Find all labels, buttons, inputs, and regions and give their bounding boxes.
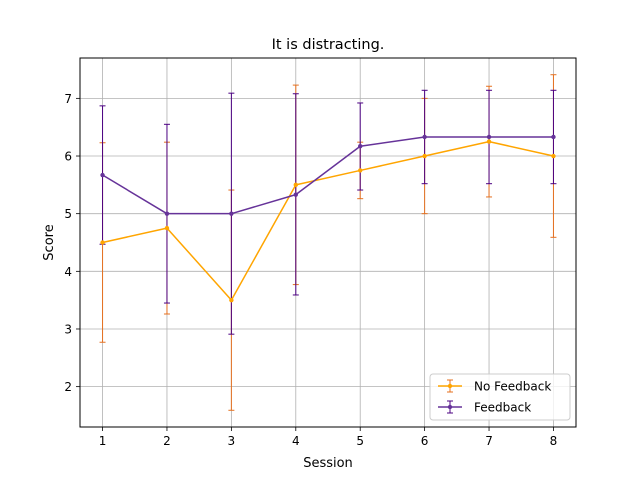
- plot-frame: [79, 57, 577, 428]
- x-tick-label: 8: [550, 434, 558, 448]
- x-tick-label: 3: [228, 434, 236, 448]
- no-feedback-data-point: [100, 240, 105, 245]
- feedback-data-point: [486, 134, 492, 140]
- no-feedback-data-point: [164, 225, 170, 231]
- no-feedback-series-line: [102, 140, 554, 301]
- x-axis-label: Session: [303, 456, 353, 471]
- series-lines: [100, 134, 556, 303]
- y-tick-label: 7: [64, 92, 72, 106]
- y-tick-label: 5: [64, 207, 72, 221]
- feedback-data-point: [164, 211, 170, 216]
- x-tick-label: 4: [292, 434, 300, 448]
- x-tick-label: 6: [421, 434, 429, 448]
- legend-label-feedback: Feedback: [474, 401, 531, 415]
- y-tick-label: 6: [64, 150, 72, 164]
- chart-title: It is distracting.: [272, 37, 385, 53]
- x-tick-label: 7: [485, 434, 493, 448]
- x-tick-label: 1: [99, 434, 107, 448]
- feedback-data-point: [293, 192, 298, 197]
- legend-label-no-feedback: No Feedback: [474, 380, 551, 394]
- feedback-data-point: [358, 144, 363, 149]
- feedback-data-point: [229, 211, 234, 216]
- y-tick-label: 2: [64, 380, 72, 394]
- no-feedback-data-point: [551, 153, 556, 159]
- feedback-data-point: [422, 134, 427, 140]
- no-feedback-data-point: [293, 182, 298, 188]
- no-feedback-data-point: [422, 153, 427, 159]
- legend-marker-no-feedback: [447, 383, 453, 389]
- legend: No Feedback Feedback: [429, 373, 571, 421]
- x-tick-label: 5: [356, 434, 364, 448]
- feedback-data-point: [551, 134, 556, 140]
- no-feedback-data-point: [486, 139, 492, 144]
- y-tick-label: 4: [64, 265, 72, 279]
- y-axis-label: Score: [42, 224, 57, 260]
- legend-box: [429, 373, 571, 421]
- x-tick-label: 2: [163, 434, 171, 448]
- no-feedback-data-point: [358, 168, 363, 173]
- feedback-series-line: [102, 136, 554, 215]
- axis-ticks: 1 2 3 4 5 6 7 8 2 3 4 5 6 7: [64, 92, 557, 448]
- y-tick-label: 3: [64, 322, 72, 336]
- no-feedback-data-point: [229, 297, 234, 303]
- legend-marker-feedback: [447, 404, 453, 410]
- feedback-data-point: [100, 172, 105, 178]
